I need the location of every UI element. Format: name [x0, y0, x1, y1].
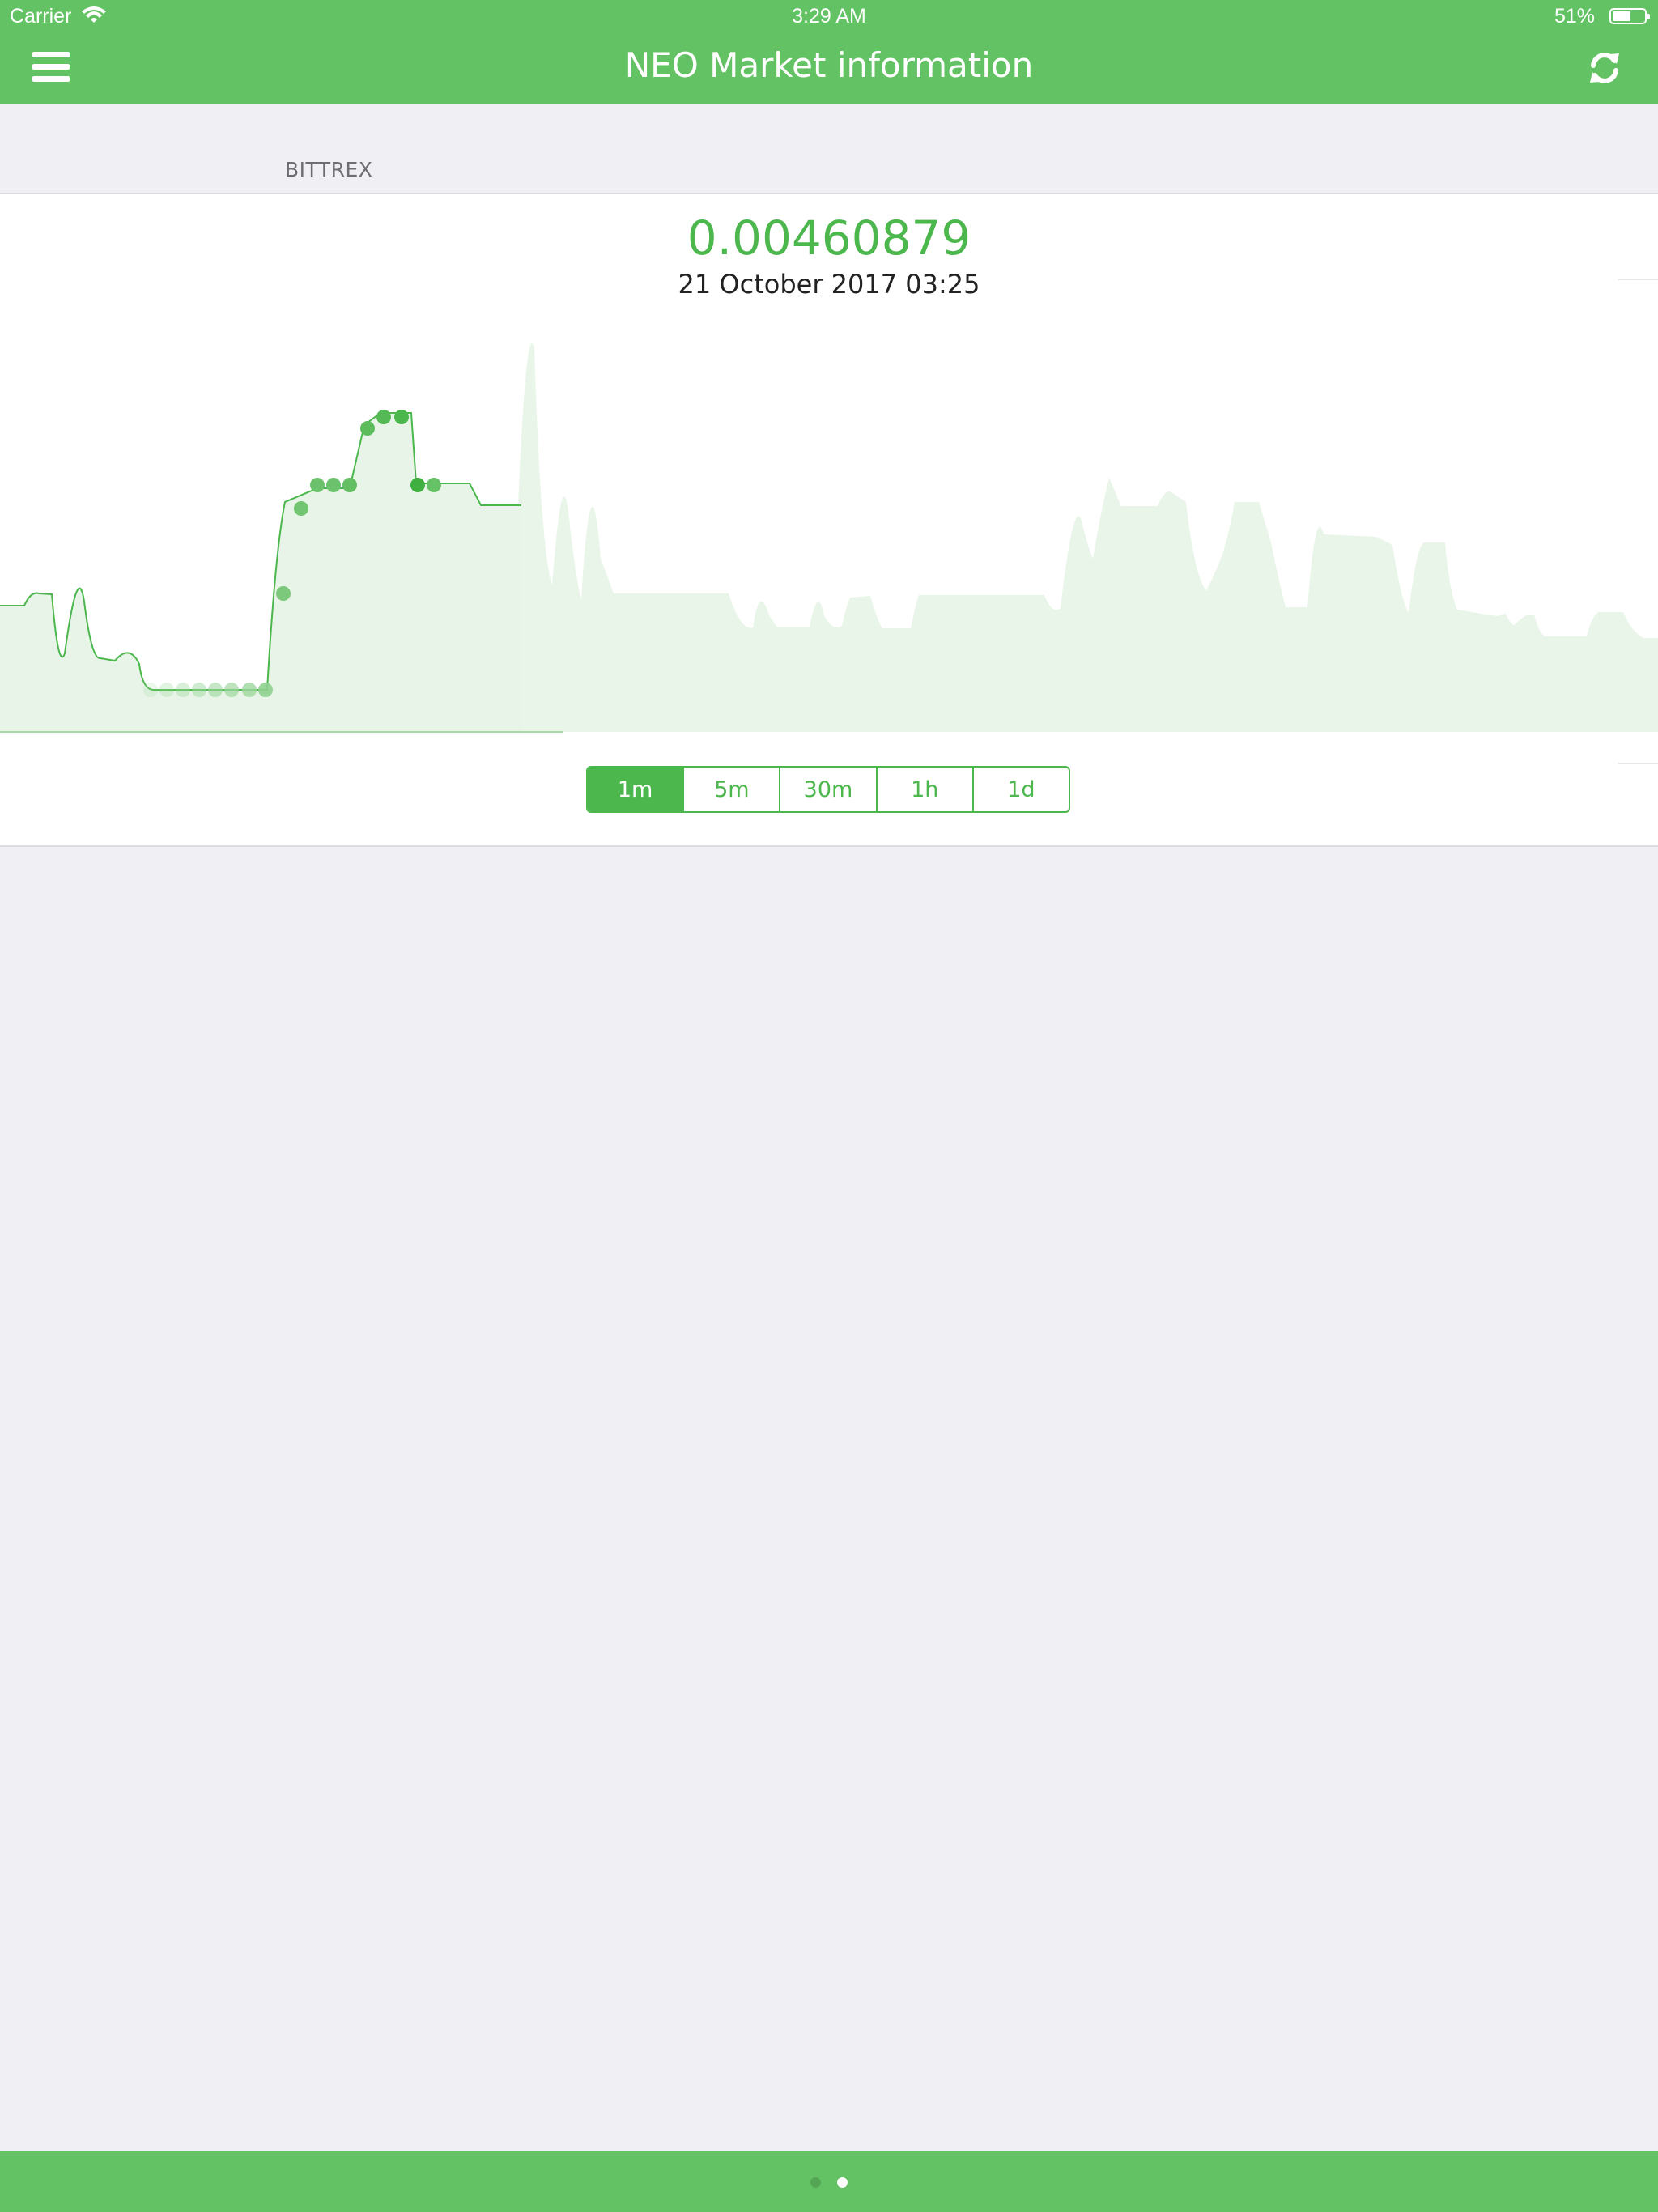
chart-point [258, 683, 273, 697]
chart-point [326, 478, 341, 492]
chart-point [242, 683, 257, 697]
timeframe-1h[interactable]: 1h [875, 768, 972, 811]
chart-point [192, 683, 206, 697]
chart-point [143, 683, 158, 697]
carrier-label: Carrier [10, 5, 72, 28]
page-title: NEO Market information [624, 45, 1034, 85]
timeframe-1m[interactable]: 1m [588, 768, 683, 811]
menu-icon[interactable] [32, 52, 70, 84]
chart-point [310, 478, 325, 492]
price-chart[interactable] [0, 194, 1658, 761]
chart-tick-top [1618, 279, 1658, 280]
chart-point [427, 478, 441, 492]
chart-point [360, 421, 375, 436]
chart-point [208, 683, 223, 697]
chart-points [143, 410, 441, 697]
chart-point [376, 410, 391, 424]
timeframe-5m[interactable]: 5m [682, 768, 779, 811]
chart-background-area [0, 343, 1658, 732]
page-control-bar [0, 2151, 1658, 2212]
chart-point [342, 478, 357, 492]
chart-focus-area [0, 413, 521, 732]
exchange-section-header: BITTREX [285, 158, 373, 181]
page-dot-2[interactable] [837, 2177, 848, 2188]
wifi-icon [82, 6, 106, 23]
price-timestamp: 21 October 2017 03:25 [678, 269, 980, 300]
chart-point [159, 683, 174, 697]
battery-percentage: 51% [1554, 5, 1595, 28]
chart-point [224, 683, 239, 697]
chart-point [394, 410, 409, 424]
battery-icon [1609, 8, 1650, 24]
timeframe-1d[interactable]: 1d [971, 768, 1069, 811]
chart-point [410, 478, 425, 492]
chart-point [176, 683, 190, 697]
page-dot-1[interactable] [810, 2177, 821, 2188]
timeframe-30m[interactable]: 30m [779, 768, 875, 811]
market-card: 0.00460879 21 October 2017 03:25 1m 5m 3… [0, 193, 1658, 847]
clock-label: 3:29 AM [792, 5, 866, 28]
chart-tick-bottom [1618, 763, 1658, 764]
timeframe-selector: 1m 5m 30m 1h 1d [586, 766, 1070, 813]
chart-price-line [0, 412, 521, 691]
navigation-bar: Carrier 3:29 AM 51% NEO Market informati… [0, 0, 1658, 104]
current-price: 0.00460879 [687, 211, 971, 266]
chart-point [294, 501, 308, 516]
chart-point [276, 586, 291, 601]
refresh-icon[interactable] [1587, 50, 1622, 86]
